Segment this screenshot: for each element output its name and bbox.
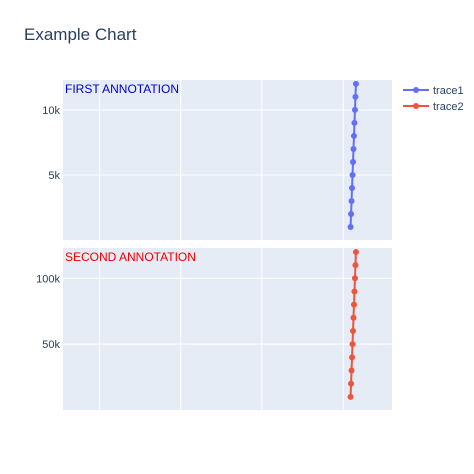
data-point-trace2 [349,341,356,348]
legend[interactable]: trace1 trace2 [403,85,464,113]
y-tick-label: 10k [42,105,60,117]
data-point-trace2 [349,354,356,361]
data-point-trace1 [350,158,357,165]
legend-label-trace2: trace2 [433,101,464,113]
data-point-trace2 [348,367,355,374]
data-point-trace2 [347,393,354,400]
data-point-trace2 [348,380,355,387]
legend-label-trace1: trace1 [433,85,464,97]
subplot-background [63,248,392,410]
annotation-2: SECOND ANNOTATION [65,250,196,264]
data-point-trace2 [352,262,359,269]
plot-area: 5k 10k FIRST ANNOTATION 50k 100k SECOND ANNOT… [36,80,392,410]
data-point-trace1 [350,132,357,139]
subplot-background [63,80,392,240]
annotation-1: FIRST ANNOTATION [65,82,179,96]
data-point-trace1 [351,106,358,113]
data-point-trace1 [352,93,359,100]
data-point-trace1 [348,210,355,217]
legend-marker-trace2 [413,103,419,109]
data-point-trace1 [349,171,356,178]
legend-marker-trace1 [413,87,419,93]
data-point-trace1 [349,184,356,191]
y-tick-label: 100k [36,273,60,285]
data-point-trace2 [350,327,357,334]
data-point-trace1 [347,223,354,230]
chart-title: Example Chart [24,25,137,44]
data-point-trace1 [348,197,355,204]
data-point-trace2 [352,248,359,255]
data-point-trace2 [351,275,358,282]
data-point-trace1 [350,145,357,152]
y-tick-label: 5k [48,170,60,182]
data-point-trace2 [351,288,358,295]
legend-item-trace1[interactable]: trace1 [403,85,464,97]
subplot-2: 50k 100k SECOND ANNOTATION [36,248,392,410]
subplot-1: 5k 10k FIRST ANNOTATION [42,80,392,240]
data-point-trace1 [352,80,359,87]
data-point-trace2 [350,314,357,321]
legend-item-trace2[interactable]: trace2 [403,101,464,113]
data-point-trace1 [351,119,358,126]
y-tick-label: 50k [42,339,60,351]
data-point-trace2 [350,301,357,308]
